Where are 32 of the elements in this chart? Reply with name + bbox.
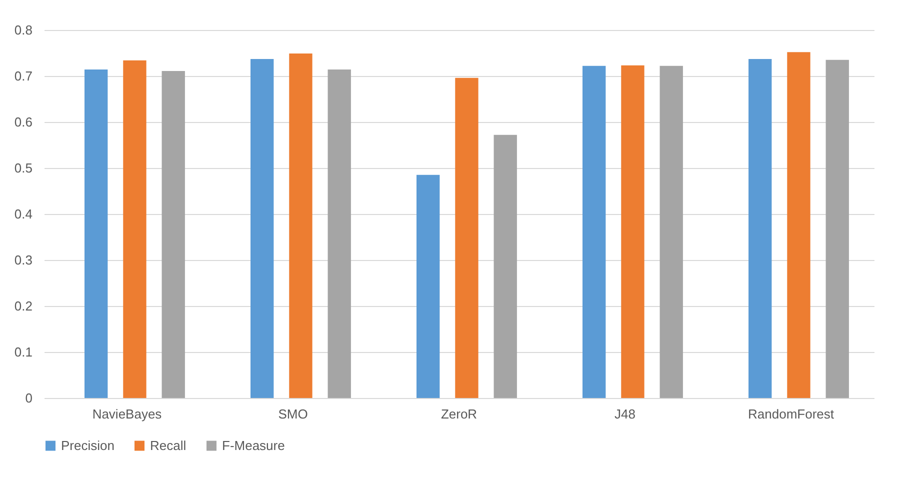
bar: [289, 53, 312, 398]
bar: [621, 65, 644, 398]
bar: [84, 70, 108, 398]
bar: [123, 60, 146, 398]
y-tick-label: 0.2: [14, 298, 32, 314]
y-tick-label: 0.4: [14, 206, 32, 222]
y-tick-label: 0: [25, 390, 32, 406]
x-tick-label: RandomForest: [748, 406, 834, 422]
y-tick-label: 0.8: [14, 22, 32, 38]
bar: [582, 66, 606, 398]
y-tick-label: 0.5: [14, 160, 32, 176]
bar: [748, 58, 772, 398]
legend-label: Recall: [150, 438, 186, 453]
bar: [455, 78, 478, 398]
y-tick-label: 0.6: [14, 114, 32, 130]
bar: [328, 70, 351, 398]
bar: [250, 58, 274, 398]
bar: [826, 60, 849, 398]
x-tick-label: J48: [614, 406, 636, 422]
x-tick-label: ZeroR: [440, 406, 478, 422]
legend-label: F-Measure: [222, 438, 285, 453]
x-tick-label: NavieBayes: [92, 406, 162, 422]
y-tick-label: 0.1: [14, 344, 32, 360]
bar: [416, 174, 440, 398]
legend-label: Precision: [61, 438, 114, 453]
bar: [494, 134, 517, 398]
bar: [162, 70, 185, 398]
bar: [660, 66, 683, 398]
bar: [787, 52, 810, 398]
y-tick-label: 0.3: [14, 252, 32, 268]
x-tick-label: SMO: [278, 406, 308, 422]
y-tick-label: 0.7: [14, 68, 32, 84]
